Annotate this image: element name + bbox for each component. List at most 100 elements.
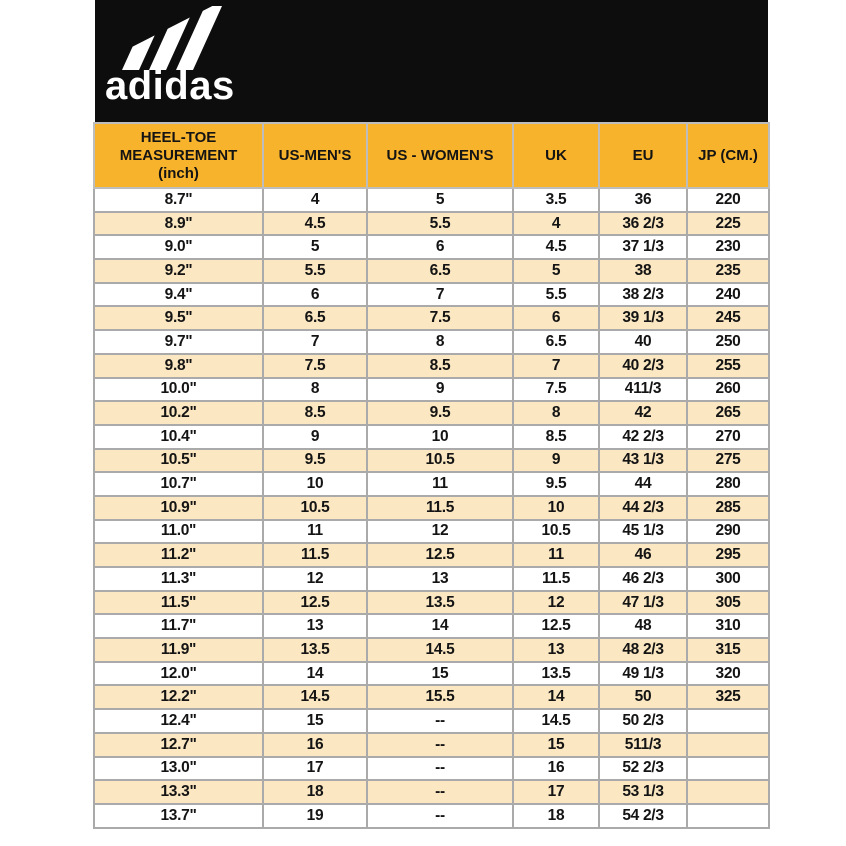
cell-heel_toe: 9.2" bbox=[93, 258, 264, 284]
col-header-us-mens: US-MEN'S bbox=[262, 122, 368, 189]
cell-us_womens: -- bbox=[366, 731, 514, 758]
cell-heel_toe: 10.0" bbox=[93, 376, 264, 403]
cell-us_mens: 13.5 bbox=[262, 637, 368, 663]
col-header-heel-toe: HEEL-TOE MEASUREMENT (inch) bbox=[93, 122, 264, 189]
col-header-us-womens: US - WOMEN'S bbox=[366, 122, 514, 189]
table-row: 12.0" 14 15 13.5 49 1/3 320 bbox=[93, 660, 770, 687]
cell-eu: 38 2/3 bbox=[598, 281, 688, 308]
cell-jp: 280 bbox=[686, 471, 770, 497]
cell-us_womens: 15 bbox=[366, 660, 514, 687]
cell-us_mens: 11 bbox=[262, 518, 368, 545]
cell-us_mens: 16 bbox=[262, 731, 368, 758]
cell-us_womens: 8.5 bbox=[366, 352, 514, 379]
cell-heel_toe: 9.7" bbox=[93, 329, 264, 355]
cell-us_womens: 5 bbox=[366, 187, 514, 213]
table-row: 10.4" 9 10 8.5 42 2/3 270 bbox=[93, 423, 770, 450]
cell-us_womens: 6 bbox=[366, 234, 514, 261]
table-row: 11.2" 11.5 12.5 11 46 295 bbox=[93, 542, 770, 568]
cell-heel_toe: 11.7" bbox=[93, 613, 264, 640]
cell-heel_toe: 9.8" bbox=[93, 352, 264, 379]
cell-jp: 255 bbox=[686, 352, 770, 379]
cell-eu: 411/3 bbox=[598, 376, 688, 403]
cell-eu: 53 1/3 bbox=[598, 779, 688, 805]
cell-eu: 48 2/3 bbox=[598, 637, 688, 663]
cell-jp: 265 bbox=[686, 400, 770, 426]
size-table-body: 8.7" 4 5 3.5 36 220 8.9" 4.5 5.5 4 36 2/3 225 9.0" 5 6… bbox=[93, 187, 770, 829]
cell-us_mens: 8.5 bbox=[262, 400, 368, 426]
table-row: 9.2" 5.5 6.5 5 38 235 bbox=[93, 258, 770, 284]
cell-uk: 10.5 bbox=[512, 518, 600, 545]
cell-heel_toe: 11.5" bbox=[93, 589, 264, 616]
cell-us_womens: -- bbox=[366, 708, 514, 734]
cell-jp: 235 bbox=[686, 258, 770, 284]
cell-eu: 37 1/3 bbox=[598, 234, 688, 261]
adidas-logo: adidas bbox=[105, 6, 235, 106]
cell-us_womens: 15.5 bbox=[366, 684, 514, 711]
cell-us_mens: 6.5 bbox=[262, 305, 368, 332]
cell-eu: 38 bbox=[598, 258, 688, 284]
table-row: 11.5" 12.5 13.5 12 47 1/3 305 bbox=[93, 589, 770, 616]
cell-eu: 48 bbox=[598, 613, 688, 640]
cell-jp: 260 bbox=[686, 376, 770, 403]
cell-us_mens: 4.5 bbox=[262, 210, 368, 237]
cell-heel_toe: 12.7" bbox=[93, 731, 264, 758]
cell-heel_toe: 10.2" bbox=[93, 400, 264, 426]
cell-us_mens: 12 bbox=[262, 566, 368, 592]
cell-us_mens: 13 bbox=[262, 613, 368, 640]
table-row: 10.0" 8 9 7.5 411/3 260 bbox=[93, 376, 770, 403]
cell-jp: 240 bbox=[686, 281, 770, 308]
cell-us_womens: 7.5 bbox=[366, 305, 514, 332]
cell-heel_toe: 10.9" bbox=[93, 494, 264, 521]
cell-us_womens: 13.5 bbox=[366, 589, 514, 616]
cell-us_mens: 4 bbox=[262, 187, 368, 213]
table-row: 8.9" 4.5 5.5 4 36 2/3 225 bbox=[93, 210, 770, 237]
cell-us_mens: 5 bbox=[262, 234, 368, 261]
cell-us_mens: 10.5 bbox=[262, 494, 368, 521]
cell-jp: 225 bbox=[686, 210, 770, 237]
cell-uk: 4.5 bbox=[512, 234, 600, 261]
cell-us_womens: 5.5 bbox=[366, 210, 514, 237]
table-row: 11.3" 12 13 11.5 46 2/3 300 bbox=[93, 566, 770, 592]
brand-banner: adidas bbox=[95, 0, 768, 122]
cell-eu: 46 2/3 bbox=[598, 566, 688, 592]
cell-jp: 285 bbox=[686, 494, 770, 521]
cell-us_womens: 10 bbox=[366, 423, 514, 450]
cell-us_mens: 18 bbox=[262, 779, 368, 805]
cell-heel_toe: 12.0" bbox=[93, 660, 264, 687]
cell-jp: 290 bbox=[686, 518, 770, 545]
cell-us_womens: 10.5 bbox=[366, 447, 514, 474]
cell-jp: 320 bbox=[686, 660, 770, 687]
cell-heel_toe: 12.2" bbox=[93, 684, 264, 711]
cell-jp: 315 bbox=[686, 637, 770, 663]
cell-us_womens: 12 bbox=[366, 518, 514, 545]
cell-heel_toe: 13.7" bbox=[93, 802, 264, 829]
table-row: 9.5" 6.5 7.5 6 39 1/3 245 bbox=[93, 305, 770, 332]
cell-us_mens: 10 bbox=[262, 471, 368, 497]
cell-eu: 40 bbox=[598, 329, 688, 355]
cell-eu: 36 bbox=[598, 187, 688, 213]
cell-us_womens: 9.5 bbox=[366, 400, 514, 426]
cell-us_mens: 8 bbox=[262, 376, 368, 403]
cell-jp: 230 bbox=[686, 234, 770, 261]
table-row: 10.2" 8.5 9.5 8 42 265 bbox=[93, 400, 770, 426]
cell-eu: 511/3 bbox=[598, 731, 688, 758]
cell-us_womens: 14.5 bbox=[366, 637, 514, 663]
cell-uk: 6 bbox=[512, 305, 600, 332]
cell-eu: 36 2/3 bbox=[598, 210, 688, 237]
cell-uk: 7 bbox=[512, 352, 600, 379]
cell-eu: 44 2/3 bbox=[598, 494, 688, 521]
cell-heel_toe: 13.0" bbox=[93, 755, 264, 782]
table-row: 12.2" 14.5 15.5 14 50 325 bbox=[93, 684, 770, 711]
cell-jp bbox=[686, 802, 770, 829]
cell-uk: 16 bbox=[512, 755, 600, 782]
adidas-wordmark: adidas bbox=[105, 64, 235, 108]
cell-heel_toe: 11.3" bbox=[93, 566, 264, 592]
adidas-mountain-icon bbox=[122, 6, 222, 70]
cell-uk: 12.5 bbox=[512, 613, 600, 640]
cell-us_womens: -- bbox=[366, 755, 514, 782]
table-row: 11.0" 11 12 10.5 45 1/3 290 bbox=[93, 518, 770, 545]
cell-uk: 10 bbox=[512, 494, 600, 521]
cell-heel_toe: 9.0" bbox=[93, 234, 264, 261]
table-row: 9.7" 7 8 6.5 40 250 bbox=[93, 329, 770, 355]
